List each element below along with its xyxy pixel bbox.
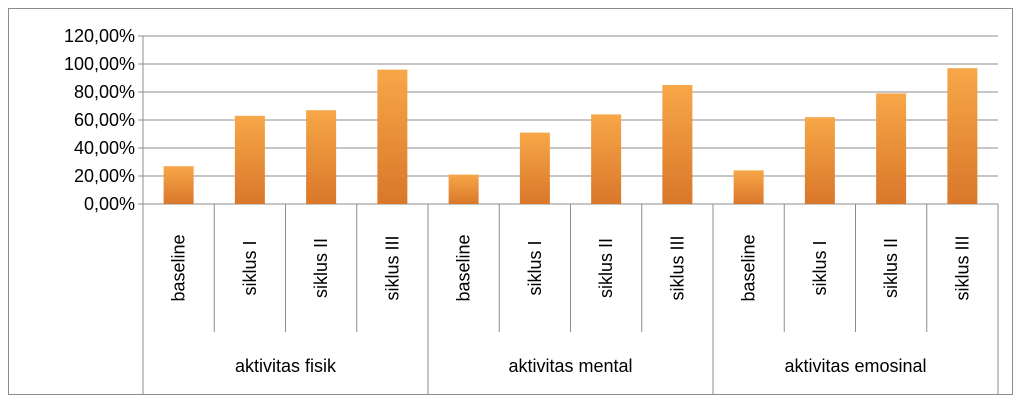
category-label: siklus II xyxy=(881,238,901,298)
y-tick-label: 60,00% xyxy=(74,110,135,130)
group-label: aktivitas mental xyxy=(508,356,632,376)
bar xyxy=(947,68,978,204)
category-label: baseline xyxy=(169,234,189,301)
category-label: siklus III xyxy=(952,235,972,300)
category-label: siklus I xyxy=(240,240,260,295)
bar xyxy=(306,110,337,204)
bar xyxy=(591,114,622,204)
bars xyxy=(163,68,978,204)
category-label: siklus I xyxy=(525,240,545,295)
bar xyxy=(804,117,835,204)
bar xyxy=(448,174,479,204)
bar xyxy=(377,69,408,204)
category-label: siklus III xyxy=(667,235,687,300)
bar xyxy=(234,115,265,204)
category-label: baseline xyxy=(739,234,759,301)
bar xyxy=(733,170,764,204)
category-label: siklus II xyxy=(596,238,616,298)
y-tick-label: 0,00% xyxy=(84,194,135,214)
axis-labels: 0,00% 20,00% 40,00% 60,00% 80,00% 100,00% 120,… xyxy=(64,26,972,376)
y-tick-label: 40,00% xyxy=(74,138,135,158)
category-label: siklus III xyxy=(382,235,402,300)
category-label: siklus II xyxy=(311,238,331,298)
y-tick-label: 80,00% xyxy=(74,82,135,102)
y-tick-label: 100,00% xyxy=(64,54,135,74)
bar xyxy=(876,93,907,204)
y-tick-label: 20,00% xyxy=(74,166,135,186)
gridlines xyxy=(143,35,998,205)
category-label: baseline xyxy=(454,234,474,301)
group-label: aktivitas fisik xyxy=(235,356,337,376)
bar xyxy=(163,166,194,204)
bar xyxy=(662,85,693,204)
bar xyxy=(519,132,550,204)
group-label: aktivitas emosinal xyxy=(784,356,926,376)
y-tick-label: 120,00% xyxy=(64,26,135,46)
axes xyxy=(138,35,999,395)
category-label: siklus I xyxy=(810,240,830,295)
